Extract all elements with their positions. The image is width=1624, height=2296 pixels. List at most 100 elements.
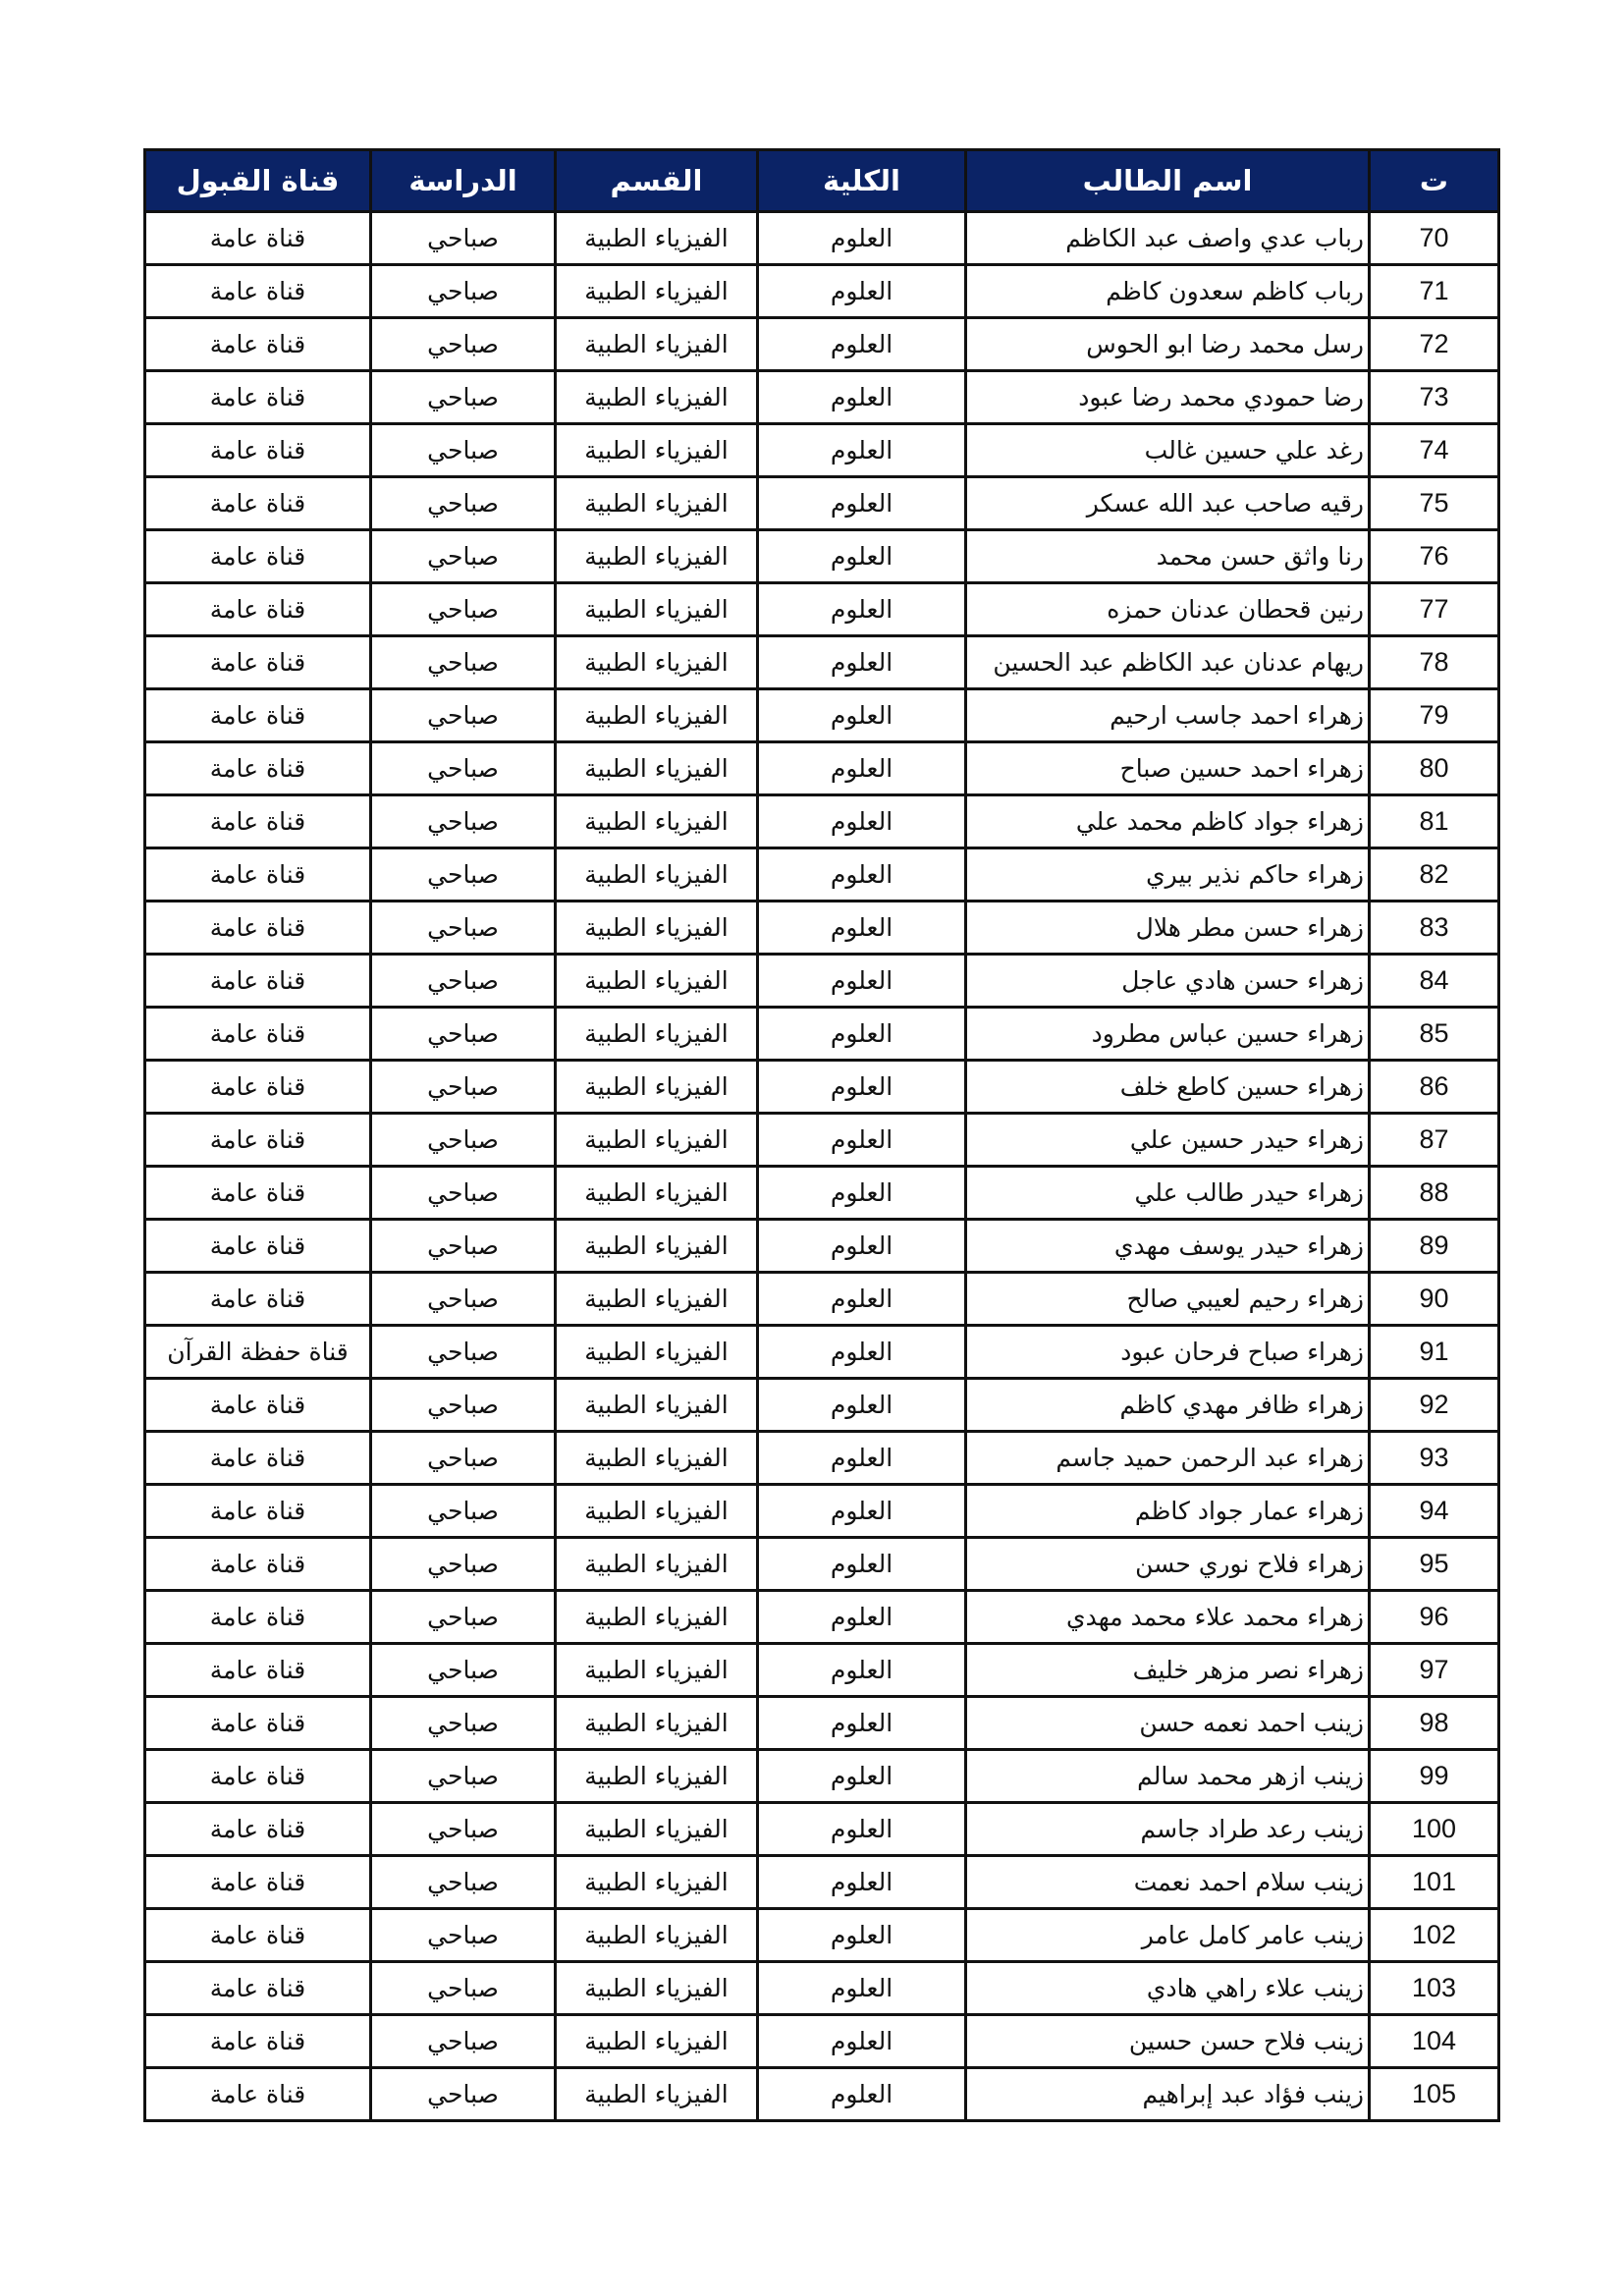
cell-study-type: صباحي bbox=[369, 1536, 557, 1592]
cell-study-type: صباحي bbox=[369, 900, 557, 956]
cell-college: العلوم bbox=[756, 1059, 967, 1115]
cell-student-name: رسل محمد رضا ابو الحوس bbox=[964, 316, 1371, 372]
cell-study-type: صباحي bbox=[369, 1589, 557, 1645]
cell-department: الفيزياء الطبية bbox=[554, 634, 759, 690]
cell-study-type: صباحي bbox=[369, 1695, 557, 1751]
cell-student-name: زهراء احمد جاسب ارحيم bbox=[964, 687, 1371, 743]
cell-index: 70 bbox=[1368, 210, 1500, 266]
cell-admission-channel: قناة عامة bbox=[143, 1430, 372, 1486]
cell-student-name: زينب احمد نعمه حسن bbox=[964, 1695, 1371, 1751]
table-row: 95 زهراء فلاح نوري حسن العلوم الفيزياء الطب… bbox=[143, 1536, 1500, 1592]
cell-student-name: زهراء رحيم لعيبي صالح bbox=[964, 1271, 1371, 1327]
cell-student-name: زهراء حسين عباس مطرود bbox=[964, 1006, 1371, 1062]
cell-student-name: زهراء حيدر حسين علي bbox=[964, 1112, 1371, 1168]
cell-study-type: صباحي bbox=[369, 2013, 557, 2069]
cell-index: 73 bbox=[1368, 369, 1500, 425]
cell-index: 93 bbox=[1368, 1430, 1500, 1486]
table-row: 88 زهراء حيدر طالب علي العلوم الفيزياء الطب… bbox=[143, 1165, 1500, 1221]
cell-college: العلوم bbox=[756, 1377, 967, 1433]
table-body: 70 رباب عدي واصف عبد الكاظم العلوم الفيزياء… bbox=[143, 210, 1500, 2122]
cell-college: العلوم bbox=[756, 2066, 967, 2122]
cell-admission-channel: قناة عامة bbox=[143, 528, 372, 584]
cell-study-type: صباحي bbox=[369, 1642, 557, 1698]
cell-department: الفيزياء الطبية bbox=[554, 581, 759, 637]
cell-admission-channel: قناة عامة bbox=[143, 475, 372, 531]
table-row: 104 زينب فلاح حسن حسين العلوم الفيزياء الطب… bbox=[143, 2013, 1500, 2069]
cell-college: العلوم bbox=[756, 1589, 967, 1645]
cell-student-name: زهراء حيدر طالب علي bbox=[964, 1165, 1371, 1221]
cell-study-type: صباحي bbox=[369, 1960, 557, 2016]
cell-student-name: زهراء صباح فرحان عبود bbox=[964, 1324, 1371, 1380]
cell-department: الفيزياء الطبية bbox=[554, 528, 759, 584]
cell-student-name: زهراء حسين كاطع خلف bbox=[964, 1059, 1371, 1115]
cell-department: الفيزياء الطبية bbox=[554, 1218, 759, 1274]
cell-college: العلوم bbox=[756, 1907, 967, 1963]
cell-student-name: رنين قحطان عدنان حمزه bbox=[964, 581, 1371, 637]
table-row: 84 زهراء حسن هادي عاجل العلوم الفيزياء الطب… bbox=[143, 953, 1500, 1009]
cell-student-name: زينب ازهر محمد سالم bbox=[964, 1748, 1371, 1804]
cell-admission-channel: قناة عامة bbox=[143, 740, 372, 796]
cell-admission-channel: قناة عامة bbox=[143, 634, 372, 690]
cell-index: 83 bbox=[1368, 900, 1500, 956]
cell-index: 71 bbox=[1368, 263, 1500, 319]
cell-college: العلوم bbox=[756, 475, 967, 531]
cell-college: العلوم bbox=[756, 1324, 967, 1380]
cell-index: 72 bbox=[1368, 316, 1500, 372]
cell-department: الفيزياء الطبية bbox=[554, 1801, 759, 1857]
cell-study-type: صباحي bbox=[369, 1059, 557, 1115]
cell-index: 96 bbox=[1368, 1589, 1500, 1645]
cell-index: 94 bbox=[1368, 1483, 1500, 1539]
cell-college: العلوم bbox=[756, 316, 967, 372]
cell-department: الفيزياء الطبية bbox=[554, 369, 759, 425]
cell-admission-channel: قناة عامة bbox=[143, 1271, 372, 1327]
cell-index: 82 bbox=[1368, 847, 1500, 902]
table-row: 77 رنين قحطان عدنان حمزه العلوم الفيزياء ال… bbox=[143, 581, 1500, 637]
cell-admission-channel: قناة عامة bbox=[143, 1483, 372, 1539]
cell-student-name: زينب علاء راهي هادي bbox=[964, 1960, 1371, 2016]
table-row: 72 رسل محمد رضا ابو الحوس العلوم الفيزياء ا… bbox=[143, 316, 1500, 372]
header-college: الكلية bbox=[756, 148, 967, 213]
cell-student-name: زهراء عمار جواد كاظم bbox=[964, 1483, 1371, 1539]
table-row: 102 زينب عامر كامل عامر العلوم الفيزياء الط… bbox=[143, 1907, 1500, 1963]
cell-department: الفيزياء الطبية bbox=[554, 1589, 759, 1645]
students-table: ت اسم الطالب الكلية القسم الدراسة قناة ا… bbox=[143, 148, 1500, 2122]
cell-index: 81 bbox=[1368, 793, 1500, 849]
table-row: 101 زينب سلام احمد نعمت العلوم الفيزياء الط… bbox=[143, 1854, 1500, 1910]
cell-index: 103 bbox=[1368, 1960, 1500, 2016]
cell-index: 79 bbox=[1368, 687, 1500, 743]
table-row: 92 زهراء ظافر مهدي كاظم العلوم الفيزياء الط… bbox=[143, 1377, 1500, 1433]
table-row: 99 زينب ازهر محمد سالم العلوم الفيزياء الطب… bbox=[143, 1748, 1500, 1804]
cell-admission-channel: قناة عامة bbox=[143, 2013, 372, 2069]
cell-admission-channel: قناة عامة bbox=[143, 1589, 372, 1645]
cell-department: الفيزياء الطبية bbox=[554, 953, 759, 1009]
cell-index: 80 bbox=[1368, 740, 1500, 796]
cell-college: العلوم bbox=[756, 1536, 967, 1592]
table-row: 74 رغد علي حسين غالب العلوم الفيزياء الطبية… bbox=[143, 422, 1500, 478]
table-row: 70 رباب عدي واصف عبد الكاظم العلوم الفيزياء… bbox=[143, 210, 1500, 266]
cell-admission-channel: قناة عامة bbox=[143, 793, 372, 849]
cell-student-name: زهراء احمد حسين صباح bbox=[964, 740, 1371, 796]
cell-admission-channel: قناة عامة bbox=[143, 210, 372, 266]
header-study-type: الدراسة bbox=[369, 148, 557, 213]
cell-student-name: زهراء ظافر مهدي كاظم bbox=[964, 1377, 1371, 1433]
cell-department: الفيزياء الطبية bbox=[554, 1960, 759, 2016]
table-row: 85 زهراء حسين عباس مطرود العلوم الفيزياء ال… bbox=[143, 1006, 1500, 1062]
cell-department: الفيزياء الطبية bbox=[554, 1006, 759, 1062]
cell-study-type: صباحي bbox=[369, 1218, 557, 1274]
cell-index: 77 bbox=[1368, 581, 1500, 637]
cell-index: 85 bbox=[1368, 1006, 1500, 1062]
cell-index: 100 bbox=[1368, 1801, 1500, 1857]
cell-admission-channel: قناة حفظة القرآن bbox=[143, 1324, 372, 1380]
cell-admission-channel: قناة عامة bbox=[143, 2066, 372, 2122]
cell-study-type: صباحي bbox=[369, 475, 557, 531]
cell-college: العلوم bbox=[756, 900, 967, 956]
cell-index: 87 bbox=[1368, 1112, 1500, 1168]
cell-student-name: رنا واثق حسن محمد bbox=[964, 528, 1371, 584]
cell-index: 97 bbox=[1368, 1642, 1500, 1698]
cell-study-type: صباحي bbox=[369, 1907, 557, 1963]
cell-student-name: رغد علي حسين غالب bbox=[964, 422, 1371, 478]
cell-admission-channel: قناة عامة bbox=[143, 369, 372, 425]
cell-admission-channel: قناة عامة bbox=[143, 1642, 372, 1698]
cell-college: العلوم bbox=[756, 793, 967, 849]
cell-college: العلوم bbox=[756, 1854, 967, 1910]
